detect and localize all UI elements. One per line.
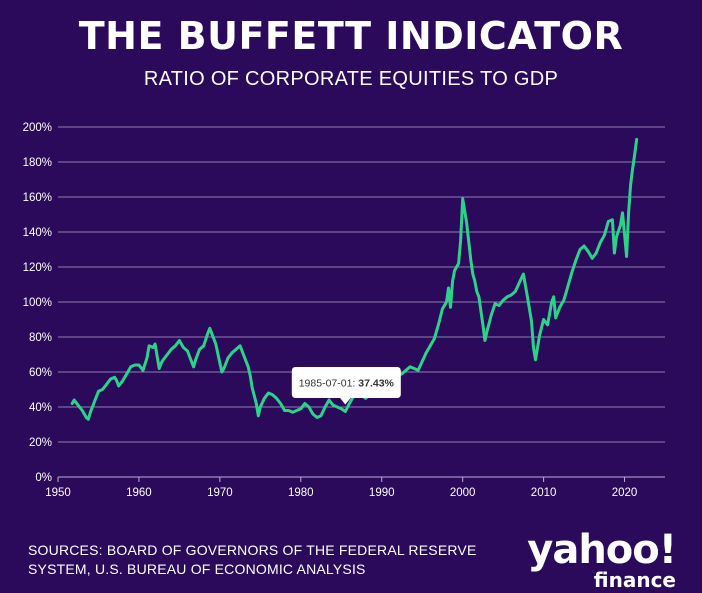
yahoo-finance-logo: yahoo! finance	[527, 527, 677, 592]
y-tick-label: 80%	[29, 332, 52, 344]
y-tick-label: 200%	[23, 122, 52, 134]
sources-note: SOURCES: BOARD OF GOVERNORS OF THE FEDER…	[28, 542, 477, 577]
x-tick-label: 2010	[531, 487, 557, 499]
x-tick-label: 1990	[369, 487, 395, 499]
x-tick-label: 1960	[126, 487, 152, 499]
x-axis: 1950 1960 1970 1980 1990 2000 2010 2020	[45, 477, 637, 499]
y-tick-label: 0%	[35, 472, 52, 484]
tooltip-pointer	[339, 396, 352, 405]
tooltip: 1985-07-01: 37.43%	[291, 366, 401, 405]
x-tick-label: 1980	[288, 487, 314, 499]
x-tick-label: 1950	[45, 487, 71, 499]
y-tick-label: 180%	[23, 157, 52, 169]
tooltip-text: 1985-07-01: 37.43%	[299, 377, 395, 389]
y-tick-label: 100%	[23, 297, 52, 309]
chart-subtitle: RATIO OF CORPORATE EQUITIES TO GDP	[143, 68, 559, 90]
x-tick-label: 1970	[207, 487, 233, 499]
y-axis-ticks: 0% 20% 40% 60% 80% 100% 120% 140% 160% 180% 200%	[23, 122, 52, 484]
logo-brand: yahoo!	[527, 527, 677, 573]
x-tick-label: 2000	[450, 487, 476, 499]
gridlines	[58, 126, 665, 478]
tooltip-value: 37.43%	[358, 377, 394, 389]
y-tick-label: 20%	[29, 437, 52, 449]
y-tick-label: 120%	[23, 262, 52, 274]
y-tick-label: 60%	[29, 367, 52, 379]
tooltip-date: 1985-07-01:	[299, 377, 359, 389]
y-tick-label: 140%	[23, 227, 52, 239]
chart-title: THE BUFFETT INDICATOR	[78, 14, 624, 58]
x-tick-label: 2020	[612, 487, 638, 499]
y-tick-label: 160%	[23, 192, 52, 204]
logo-product: finance	[593, 568, 676, 592]
y-tick-label: 40%	[29, 402, 52, 414]
